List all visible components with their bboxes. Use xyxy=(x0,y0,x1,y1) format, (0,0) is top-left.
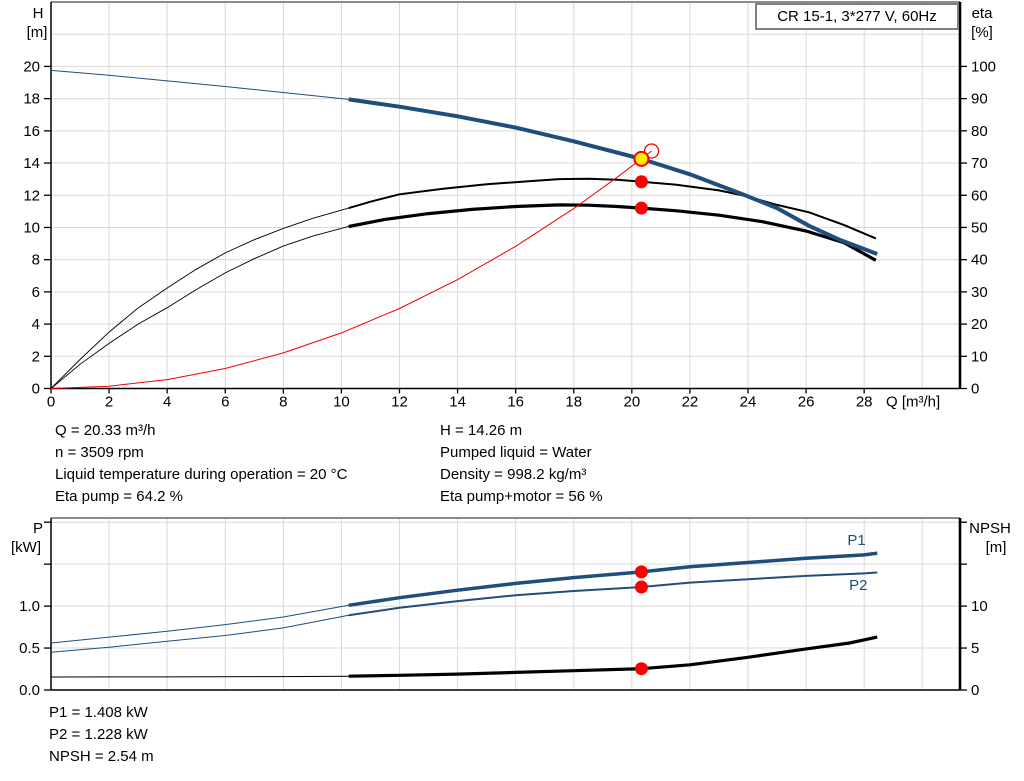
y-left-axis-unit: [kW] xyxy=(11,539,41,556)
x-axis-unit-label: Q [m³/h] xyxy=(886,394,940,411)
tick-label: 20 xyxy=(23,58,40,75)
info-eta-pump-motor: Eta pump+motor = 56 % xyxy=(440,488,603,505)
tick-label: 12 xyxy=(391,394,408,411)
tick-label: 24 xyxy=(740,394,757,411)
info-head: H = 14.26 m xyxy=(440,422,523,439)
tick-label: 8 xyxy=(32,252,40,269)
system-curve-end-marker[interactable] xyxy=(643,143,660,159)
tick-label: 0 xyxy=(32,381,40,398)
tick-label: 6 xyxy=(32,284,40,301)
y-right-axis-label: eta xyxy=(972,5,994,22)
y-left-axis-unit: [m] xyxy=(27,24,48,41)
y-left-axis-label: P xyxy=(33,520,43,537)
tick-label: 80 xyxy=(971,123,988,140)
eta-pump-point[interactable] xyxy=(634,175,648,189)
pump-title-box: CR 15-1, 3*277 V, 60Hz xyxy=(755,3,959,30)
power-info: P1 = 1.408 kW P2 = 1.228 kW NPSH = 2.54 … xyxy=(49,702,154,768)
tick-label: 90 xyxy=(971,91,988,108)
tick-label: 6 xyxy=(221,394,229,411)
y-right-axis-unit: [%] xyxy=(971,24,993,41)
p2-point[interactable] xyxy=(634,580,648,594)
info-p1: P1 = 1.408 kW xyxy=(49,704,148,721)
npsh-curve-rated-range xyxy=(348,635,878,678)
head-efficiency-chart: 0 2 4 6 8 10 12 14 16 18 20 22 24 26 28 Q [m³/h]0246810… xyxy=(23,1,996,411)
y-left-axis-label: H xyxy=(33,5,44,22)
tick-label: 2 xyxy=(32,348,40,365)
tick-label: 14 xyxy=(449,394,466,411)
tick-label: 30 xyxy=(971,284,988,301)
pump-head-curve xyxy=(50,69,878,255)
p1-point[interactable] xyxy=(634,565,648,579)
tick-label: 2 xyxy=(105,394,113,411)
y-right-axis-label: NPSH xyxy=(969,520,1011,537)
info-density: Density = 998.2 kg/m³ xyxy=(440,466,587,483)
duty-point[interactable] xyxy=(633,150,650,167)
eta-pump-motor-point[interactable] xyxy=(634,201,648,215)
info-npsh: NPSH = 2.54 m xyxy=(49,748,154,765)
tick-label: 4 xyxy=(163,394,171,411)
tick-label: 70 xyxy=(971,155,988,172)
tick-label: 100 xyxy=(971,58,996,75)
tick-label: 18 xyxy=(565,394,582,411)
y-right-axis-unit: [m] xyxy=(986,539,1007,556)
tick-label: 28 xyxy=(856,394,873,411)
info-flow: Q = 20.33 m³/h xyxy=(55,422,156,439)
eta-pump-motor-curve-rated-range xyxy=(348,203,877,262)
info-p2: P2 = 1.228 kW xyxy=(49,726,148,743)
p1-power-curve xyxy=(50,552,878,644)
tick-label: 0 xyxy=(47,394,55,411)
series-label-p2: P2 xyxy=(849,577,867,594)
tick-label: 5 xyxy=(971,640,979,657)
tick-label: 12 xyxy=(23,187,40,204)
tick-label: 20 xyxy=(623,394,640,411)
tick-label: 40 xyxy=(971,252,988,269)
npsh-point[interactable] xyxy=(634,662,648,676)
eta-pump-motor-curve xyxy=(50,204,877,389)
p1-power-curve-rated-range xyxy=(348,551,878,608)
pump-title: CR 15-1, 3*277 V, 60Hz xyxy=(777,8,937,25)
tick-label: 0 xyxy=(971,381,979,398)
tick-label: 50 xyxy=(971,219,988,236)
tick-label: 26 xyxy=(798,394,815,411)
tick-label: 14 xyxy=(23,155,40,172)
info-speed: n = 3509 rpm xyxy=(55,444,144,461)
tick-label: 0 xyxy=(971,682,979,699)
tick-label: 1.0 xyxy=(19,598,40,615)
tick-label: 4 xyxy=(32,316,40,333)
info-eta-pump: Eta pump = 64.2 % xyxy=(55,488,183,505)
tick-label: 22 xyxy=(682,394,699,411)
duty-info-right: H = 14.26 m Pumped liquid = Water Densit… xyxy=(440,420,603,508)
tick-label: 20 xyxy=(971,316,988,333)
tick-label: 10 xyxy=(23,219,40,236)
pump-head-curve-rated-range xyxy=(348,97,878,256)
tick-label: 8 xyxy=(279,394,287,411)
tick-label: 16 xyxy=(507,394,524,411)
duty-info-left: Q = 20.33 m³/h n = 3509 rpm Liquid tempe… xyxy=(55,420,347,508)
tick-label: 60 xyxy=(971,187,988,204)
info-pumped-liquid: Pumped liquid = Water xyxy=(440,444,592,461)
eta-pump-curve-rated-range xyxy=(348,177,877,240)
power-npsh-chart: 0.0 0.5 1.0 0 5 10 P [kW] NPSH [m] P1 P2 xyxy=(11,517,1011,699)
tick-label: 16 xyxy=(23,123,40,140)
tick-label: 10 xyxy=(971,348,988,365)
tick-label: 10 xyxy=(971,598,988,615)
p2-power-curve xyxy=(50,572,878,653)
info-liquid-temperature: Liquid temperature during operation = 20… xyxy=(55,466,348,483)
tick-label: 0.5 xyxy=(19,640,40,657)
tick-label: 0.0 xyxy=(19,682,40,699)
tick-label: 10 xyxy=(333,394,350,411)
system-curve xyxy=(50,150,652,389)
tick-label: 18 xyxy=(23,91,40,108)
series-label-p1: P1 xyxy=(847,532,865,549)
